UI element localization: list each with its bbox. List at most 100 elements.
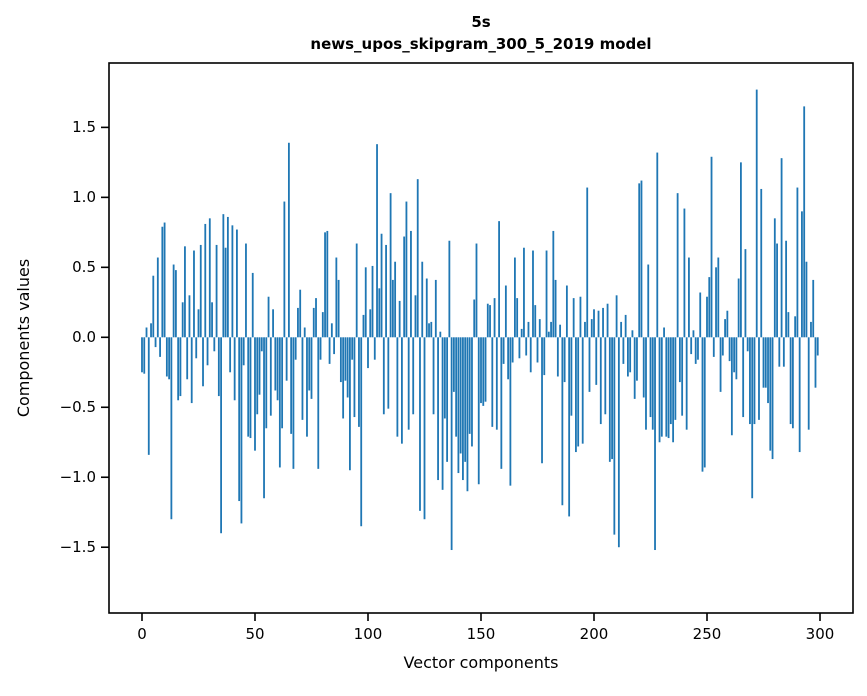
bar — [581, 337, 584, 444]
y-tick-label: −1.0 — [59, 468, 96, 487]
bar — [708, 277, 711, 338]
bar — [699, 292, 702, 338]
bar — [351, 337, 354, 360]
y-tick-label: −0.5 — [59, 398, 96, 417]
bar — [263, 337, 265, 499]
y-tick-label: 0.0 — [72, 328, 96, 347]
bar — [645, 337, 647, 430]
bar — [213, 337, 216, 352]
bar — [568, 337, 571, 517]
bar — [147, 337, 150, 455]
bar — [507, 337, 510, 380]
bar — [812, 279, 815, 338]
bar — [278, 337, 281, 468]
bar — [692, 330, 695, 338]
x-tick-label: 150 — [466, 625, 496, 643]
bar — [697, 337, 699, 360]
bar — [636, 337, 638, 381]
bar — [803, 106, 806, 338]
bar — [577, 337, 580, 447]
bar — [602, 307, 604, 338]
bar — [796, 187, 799, 338]
bar — [789, 337, 792, 425]
bar — [226, 216, 229, 338]
bar — [570, 337, 573, 416]
bar — [721, 337, 724, 356]
bar — [755, 89, 758, 338]
bar — [141, 337, 143, 373]
bar — [258, 337, 261, 395]
bar — [776, 243, 778, 338]
bar — [520, 328, 523, 338]
bar — [767, 337, 769, 404]
bar — [371, 265, 374, 338]
bar — [694, 337, 697, 364]
bar — [749, 337, 751, 425]
bar — [297, 307, 299, 338]
bar — [256, 337, 259, 415]
bar — [143, 337, 146, 374]
bar — [620, 321, 623, 338]
bar — [782, 337, 785, 367]
bar — [651, 337, 654, 430]
bar — [590, 319, 593, 338]
bar — [663, 327, 665, 338]
y-tick-label: 1.0 — [72, 188, 96, 207]
bar — [665, 337, 668, 437]
bar — [584, 321, 586, 338]
bar — [423, 337, 426, 520]
bar — [339, 337, 342, 383]
y-axis-label: Components values — [14, 258, 33, 418]
bar — [593, 309, 595, 338]
bar — [308, 337, 311, 391]
bar — [405, 201, 408, 338]
bar — [658, 337, 661, 443]
bar — [398, 300, 401, 338]
bar — [627, 337, 629, 377]
bar — [353, 337, 356, 418]
bar — [466, 337, 469, 492]
bar — [292, 337, 295, 469]
bar — [303, 327, 306, 338]
bar — [724, 319, 726, 338]
bar — [599, 337, 602, 425]
bar — [527, 321, 530, 338]
bar — [816, 337, 819, 356]
bar — [484, 337, 487, 402]
bar — [493, 298, 496, 338]
bar — [330, 323, 333, 338]
bar — [412, 337, 415, 415]
bar — [649, 337, 652, 418]
bar — [464, 337, 467, 462]
bar — [794, 316, 797, 338]
x-tick-label: 300 — [805, 625, 835, 643]
bar — [260, 337, 263, 352]
bar — [719, 337, 722, 392]
bar — [394, 261, 397, 338]
bar — [769, 337, 772, 451]
bar — [805, 261, 808, 338]
bar — [486, 303, 489, 338]
bar — [369, 309, 372, 338]
bar — [654, 337, 656, 551]
bar — [267, 296, 270, 338]
bar — [274, 337, 277, 391]
bar — [233, 337, 236, 401]
bar — [378, 288, 381, 338]
bar — [154, 337, 157, 348]
bar — [269, 337, 272, 416]
bar — [629, 337, 632, 373]
bar — [199, 244, 202, 338]
bar — [168, 337, 171, 380]
bar — [633, 337, 636, 399]
bar — [701, 337, 704, 472]
bar — [504, 285, 507, 338]
bar — [536, 337, 539, 363]
bar — [676, 193, 679, 338]
bar — [706, 296, 708, 338]
bar — [163, 222, 166, 338]
bar — [396, 337, 399, 437]
bar — [667, 337, 670, 439]
bar — [471, 337, 473, 447]
